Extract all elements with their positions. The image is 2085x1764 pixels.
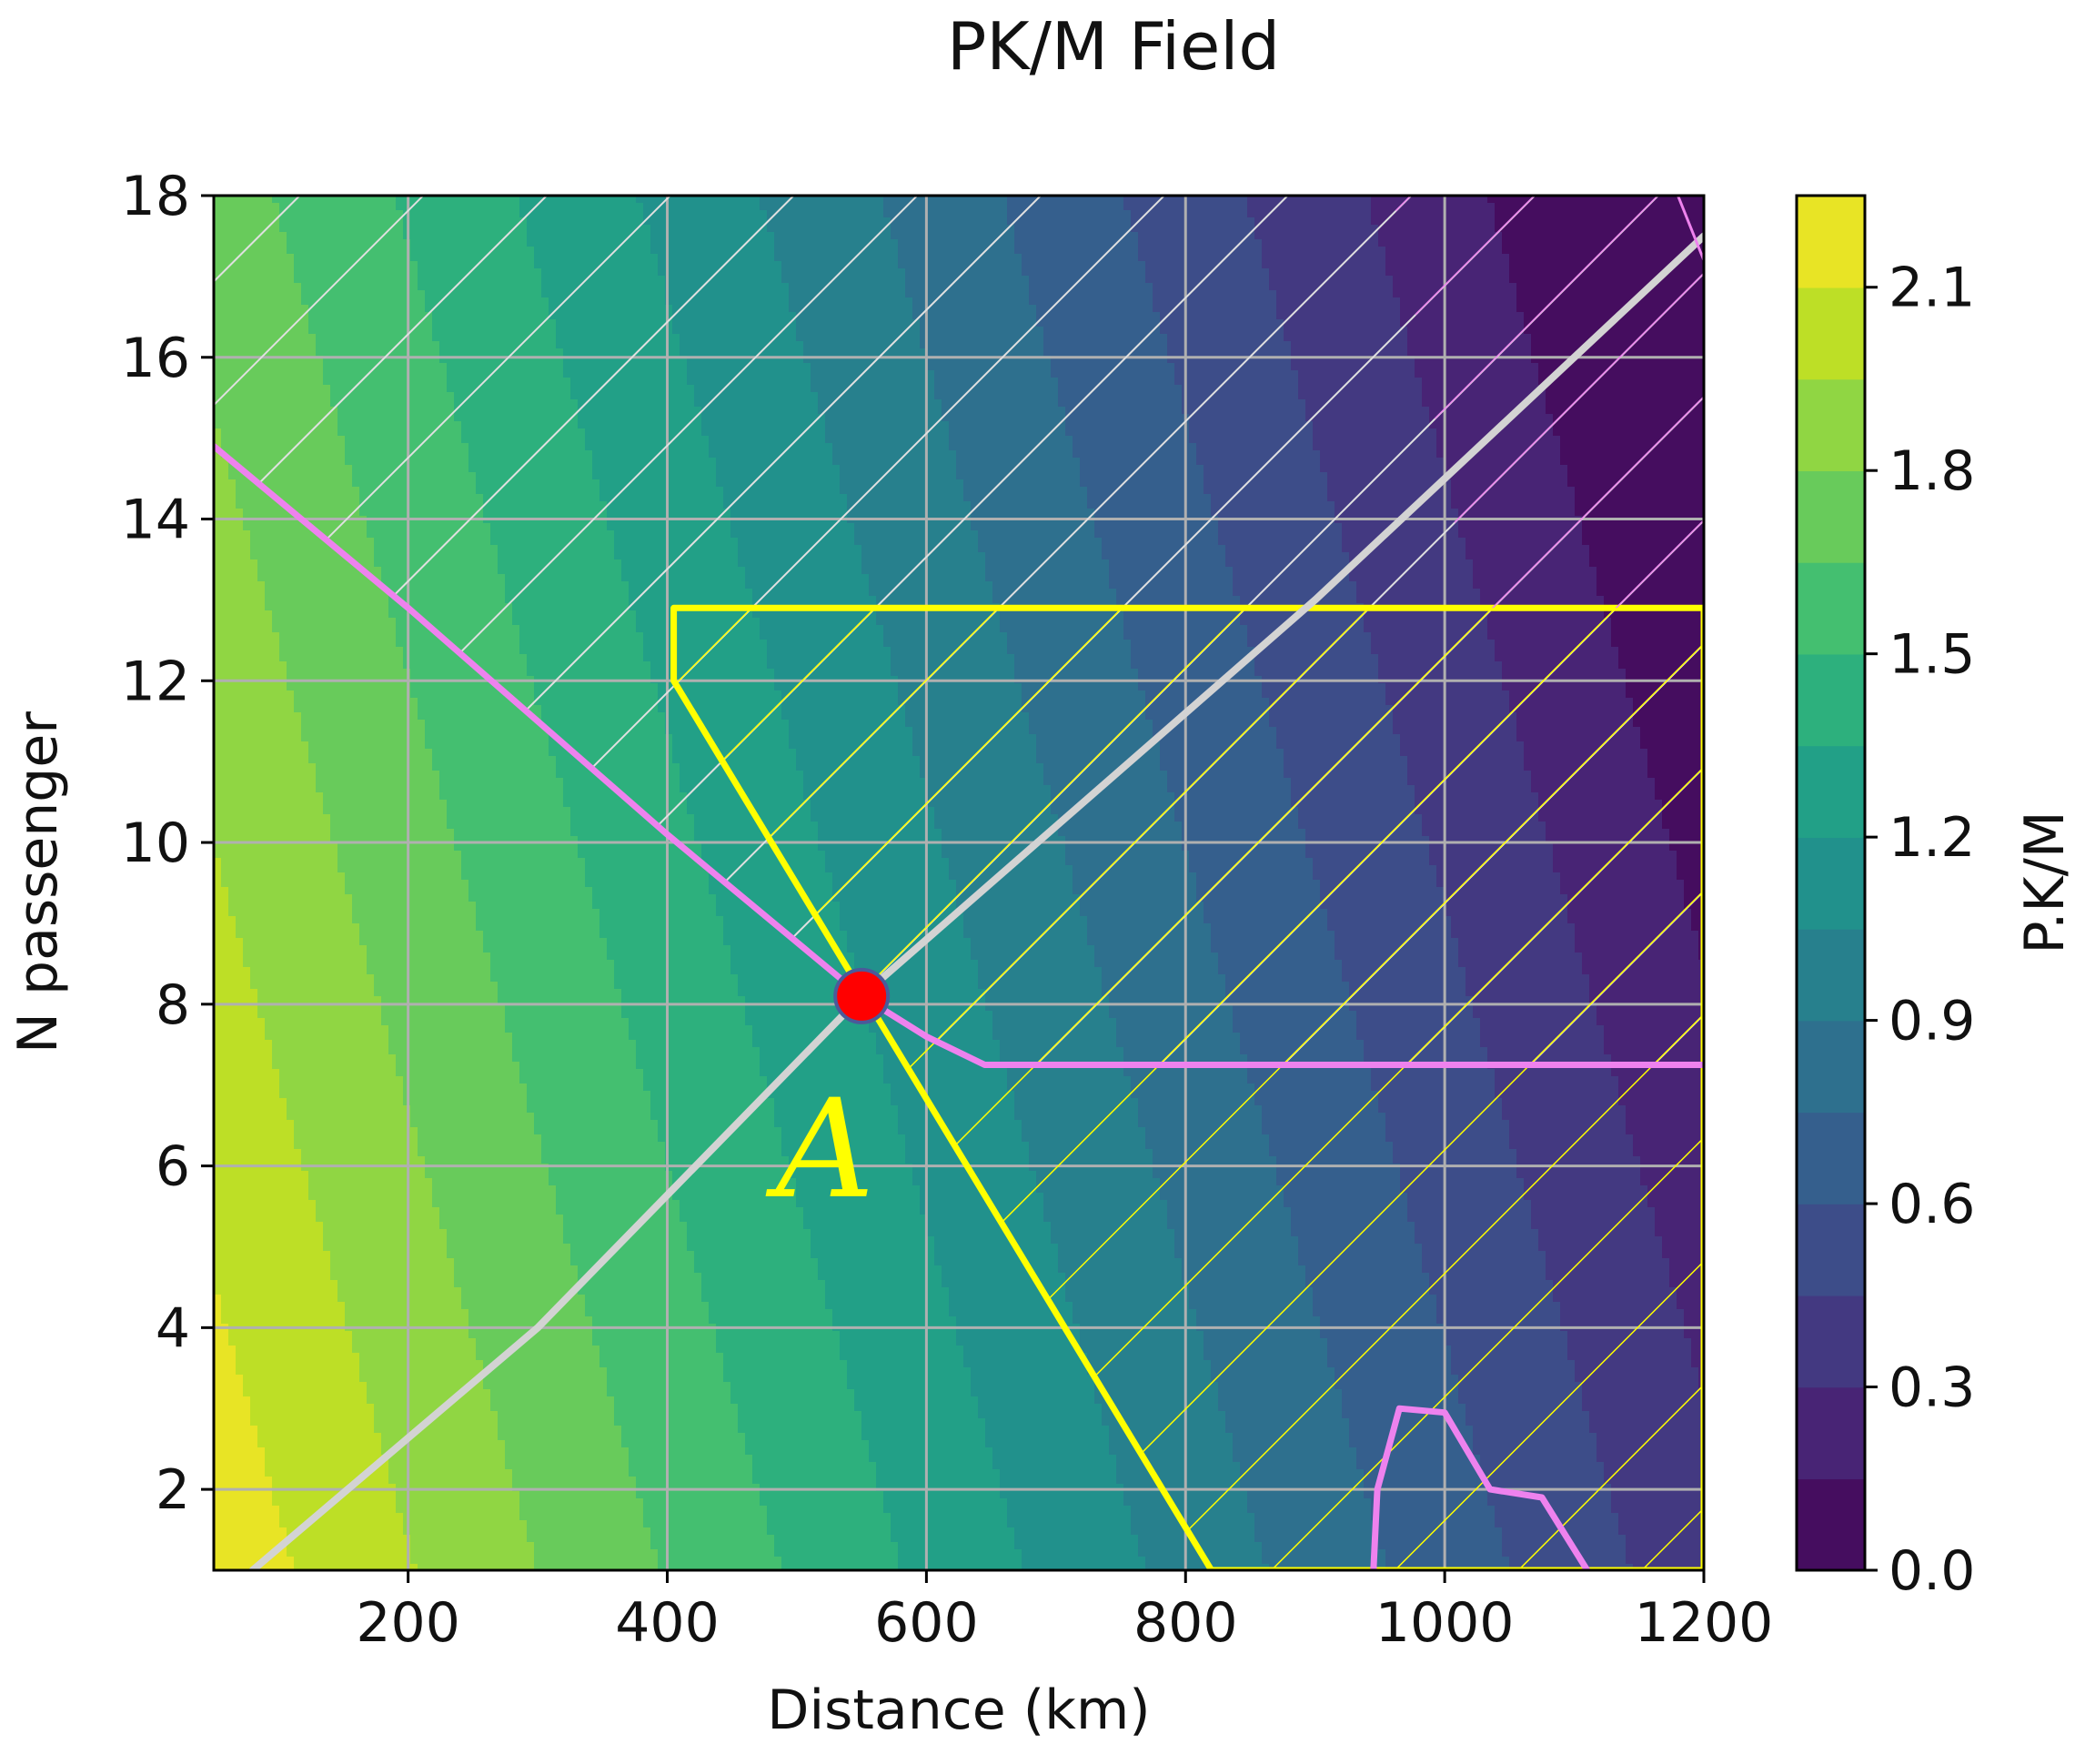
x-tick-label: 600 — [874, 1591, 979, 1655]
x-axis-label: Distance (km) — [767, 1678, 1150, 1742]
hatched-regions — [214, 196, 1704, 1570]
colorbar-band — [1797, 1020, 1865, 1114]
y-tick-label: 14 — [121, 489, 190, 552]
point-marker — [833, 967, 891, 1024]
x-tick-label: 400 — [615, 1591, 720, 1655]
y-tick-label: 12 — [121, 650, 190, 713]
colorbar-tick-label: 1.2 — [1889, 806, 1975, 870]
colorbar-band — [1797, 1112, 1865, 1205]
x-tick-label: 1000 — [1375, 1591, 1515, 1655]
colorbar-tick-label: 1.5 — [1889, 623, 1975, 687]
point-label: A — [765, 1071, 874, 1229]
plot-frame — [212, 194, 1706, 1572]
axis-ticks: 200 400 600 800 1000 1200 2 4 6 8 10 12 14 16 18 — [121, 165, 1774, 1655]
x-tick-label: 800 — [1133, 1591, 1238, 1655]
colorbar: 0.0 0.3 0.6 0.9 1.2 1.5 1.8 2.1 — [1797, 196, 1975, 1603]
colorbar-band — [1797, 287, 1865, 380]
colorbar-band — [1797, 1204, 1865, 1296]
x-tick-label: 1200 — [1635, 1591, 1774, 1655]
colorbar-band — [1797, 1295, 1865, 1388]
colorbar-band — [1797, 196, 1865, 288]
colorbar-tick-label: 0.9 — [1889, 990, 1975, 1053]
y-tick-label: 18 — [121, 165, 190, 228]
colorbar-band — [1797, 561, 1865, 655]
colorbar-band — [1797, 1478, 1865, 1571]
chart-title: PK/M Field — [947, 8, 1280, 85]
colorbar-tick-label: 0.3 — [1889, 1356, 1975, 1420]
y-axis-label: N passenger — [6, 711, 70, 1053]
violet-hatched-region — [1393, 196, 1704, 609]
colorbar-band — [1797, 837, 1865, 930]
y-tick-label: 16 — [121, 327, 190, 390]
y-tick-label: 6 — [156, 1135, 190, 1199]
colorbar-tick-label: 0.6 — [1889, 1173, 1975, 1236]
colorbar-band — [1797, 378, 1865, 471]
colorbar-band — [1797, 653, 1865, 747]
x-tick-label: 200 — [356, 1591, 460, 1655]
colorbar-band — [1797, 928, 1865, 1022]
violet-edge-line — [1677, 196, 1704, 262]
y-tick-label: 4 — [156, 1296, 190, 1360]
colorbar-band — [1797, 745, 1865, 838]
colorbar-band — [1797, 1386, 1865, 1480]
point-marker-group: A — [765, 967, 891, 1229]
colorbar-tick-label: 0.0 — [1889, 1539, 1975, 1603]
violet-pocket-line — [1370, 1405, 1591, 1570]
y-tick-label: 10 — [121, 811, 190, 875]
plot-area — [214, 196, 1704, 1570]
colorbar-label: P.K/M — [2013, 811, 2077, 953]
colorbar-tick-label: 1.8 — [1889, 439, 1975, 503]
colorbar-band — [1797, 470, 1865, 563]
y-tick-label: 2 — [156, 1458, 190, 1522]
y-tick-label: 8 — [156, 973, 190, 1037]
colorbar-frame — [1795, 194, 1867, 1572]
colorbar-tick-label: 2.1 — [1889, 257, 1975, 320]
